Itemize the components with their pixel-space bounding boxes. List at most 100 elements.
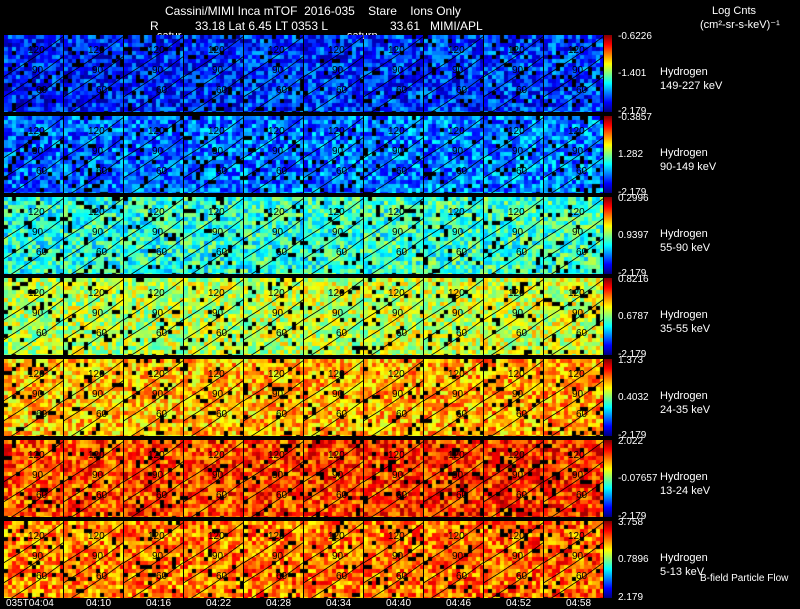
heatmap-pixels	[364, 116, 423, 193]
contour-line	[430, 238, 483, 274]
heatmap-panel: 120 90 60	[484, 35, 543, 112]
angle-label: 120	[148, 369, 165, 380]
pitch-angle-contours	[184, 441, 243, 517]
angle-label: 90	[512, 389, 524, 400]
pitch-angle-contours	[64, 117, 123, 193]
heatmap-pixels	[4, 116, 63, 193]
colorbar-max-label: 2.022	[618, 436, 644, 447]
contour-line	[424, 279, 483, 321]
angle-label: 120	[268, 45, 285, 56]
heatmap-panel: 120 90 60	[4, 197, 63, 274]
position-l-values: 33.61 MIMI/APL	[390, 19, 483, 33]
heatmap-panel: 120 90 60	[304, 116, 363, 193]
channel-label: Hydrogen 149-227 keV	[660, 65, 722, 93]
contour-line	[550, 238, 603, 274]
heatmap-pixels	[4, 440, 63, 517]
heatmap-pixels	[364, 521, 423, 598]
contour-line	[130, 319, 183, 355]
pitch-angle-contours	[364, 198, 423, 274]
contour-line	[184, 36, 243, 78]
contour-line	[124, 299, 183, 341]
heatmap-panel: 120 90 60	[364, 521, 423, 598]
heatmap-pixels	[244, 278, 303, 355]
angle-label: 60	[96, 409, 108, 420]
angle-label: 90	[32, 551, 44, 562]
contour-line	[4, 360, 63, 402]
contour-line	[124, 36, 183, 78]
angle-label: 120	[28, 45, 45, 56]
heatmap-pixels	[304, 440, 363, 517]
angle-label: 60	[96, 328, 108, 339]
heatmap-pixels	[184, 197, 243, 274]
contour-line	[184, 279, 243, 321]
contour-line	[484, 218, 543, 260]
contour-line	[424, 198, 483, 240]
contour-line	[304, 117, 363, 159]
angle-label: 120	[568, 531, 585, 542]
colorbar-mid-label: -1.401	[618, 67, 647, 79]
angle-label: 90	[572, 551, 584, 562]
colorbar-min-label: 2.179	[618, 592, 644, 603]
time-tick-label: 04:10	[86, 598, 112, 609]
contour-line	[550, 319, 603, 355]
contour-line	[10, 481, 63, 517]
angle-label: 120	[568, 288, 585, 299]
heatmap-pixels	[4, 359, 63, 436]
contour-line	[184, 360, 243, 402]
time-tick-label: 04:16	[146, 598, 172, 609]
channel-label: Hydrogen 13-24 keV	[660, 470, 710, 498]
angle-label: 90	[32, 227, 44, 238]
heatmap-pixels	[124, 116, 183, 193]
contour-line	[244, 360, 303, 402]
angle-label: 120	[328, 531, 345, 542]
heatmap-pixels	[184, 35, 243, 112]
contour-line	[4, 56, 63, 98]
pitch-angle-contours	[64, 36, 123, 112]
contour-line	[130, 562, 183, 598]
contour-line	[124, 117, 183, 159]
angle-label: 60	[276, 409, 288, 420]
angle-label: 90	[212, 308, 224, 319]
heatmap-panel: 120 90 60	[304, 278, 363, 355]
contour-line	[484, 198, 543, 240]
contour-line	[550, 400, 603, 436]
angle-label: 90	[332, 470, 344, 481]
heatmap-pixels	[244, 197, 303, 274]
heatmap-pixels	[544, 440, 603, 517]
contour-line	[484, 522, 543, 564]
heatmap-panel: 120 90 60	[184, 440, 243, 517]
heatmap-pixels	[484, 440, 543, 517]
angle-label: 90	[152, 470, 164, 481]
contour-line	[370, 481, 423, 517]
angle-label: 90	[512, 308, 524, 319]
colorbar	[604, 359, 612, 436]
contour-line	[64, 279, 123, 321]
colorbar-min-label: -2.179	[618, 511, 647, 522]
angle-label: 60	[516, 490, 528, 501]
contour-line	[424, 299, 483, 341]
angle-label: 90	[452, 470, 464, 481]
angle-label: 120	[268, 126, 285, 137]
contour-line	[364, 441, 423, 483]
heatmap-panel: 120 90 60	[304, 35, 363, 112]
angle-label: 90	[332, 389, 344, 400]
angle-label: 120	[148, 45, 165, 56]
heatmap-pixels	[424, 35, 483, 112]
colorbar-min-label: -2.179	[618, 106, 647, 117]
contour-line	[304, 360, 363, 402]
heatmap-panel: 120 90 60	[244, 197, 303, 274]
heatmap-panel: 120 90 60	[364, 35, 423, 112]
pitch-angle-contours	[124, 36, 183, 112]
pitch-angle-contours	[484, 279, 543, 355]
heatmap-pixels	[124, 35, 183, 112]
angle-label: 120	[388, 126, 405, 137]
heatmap-panel: 120 90 60	[424, 359, 483, 436]
contour-line	[424, 441, 483, 483]
heatmap-panel: 120 90 60	[484, 521, 543, 598]
angle-label: 120	[28, 531, 45, 542]
contour-line	[304, 137, 363, 179]
contour-line	[124, 198, 183, 240]
heatmap-pixels	[64, 521, 123, 598]
angle-label: 90	[92, 389, 104, 400]
heatmap-pixels	[544, 197, 603, 274]
